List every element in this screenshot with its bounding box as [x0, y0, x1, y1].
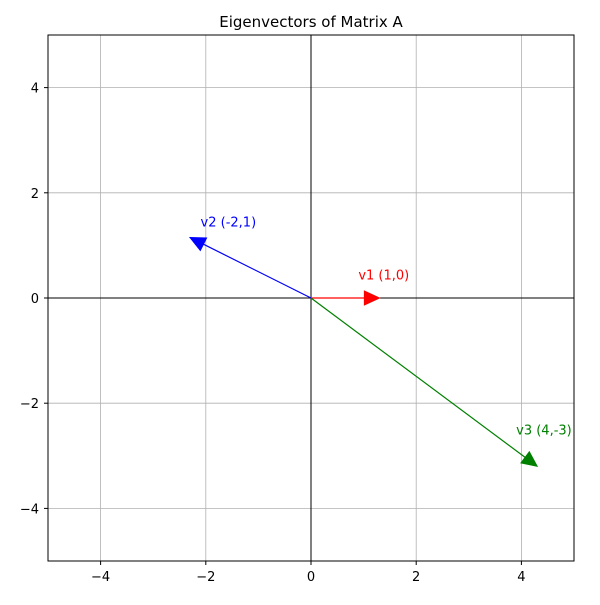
vector-2-arrowhead — [188, 236, 208, 252]
x-tick-label: 2 — [412, 570, 420, 585]
vector-1-arrowhead — [363, 290, 381, 306]
y-tick-label: 2 — [31, 187, 39, 202]
vector-2-shaft — [203, 243, 312, 299]
vector-labels: v1 (1,0) v2 (-2,1) v3 (4,-3) — [201, 216, 572, 439]
x-tick-label: −4 — [91, 570, 110, 585]
y-tick-label: −2 — [20, 397, 39, 412]
y-tick-label: 4 — [31, 82, 39, 97]
vector-2-label: v2 (-2,1) — [201, 216, 257, 231]
vector-3-label: v3 (4,-3) — [516, 424, 572, 439]
chart-title: Eigenvectors of Matrix A — [219, 13, 403, 31]
ticks: −4 −2 0 2 4 −4 −2 0 2 4 — [20, 82, 526, 585]
x-tick-label: 4 — [517, 570, 525, 585]
vector-3-arrowhead — [520, 450, 539, 468]
vector-1-label: v1 (1,0) — [358, 268, 409, 283]
y-tick-label: 0 — [31, 292, 39, 307]
vector-3-shaft — [310, 297, 526, 458]
vectors — [188, 236, 539, 468]
x-tick-label: 0 — [307, 570, 315, 585]
x-tick-label: −2 — [196, 570, 215, 585]
y-tick-label: −4 — [20, 502, 39, 517]
